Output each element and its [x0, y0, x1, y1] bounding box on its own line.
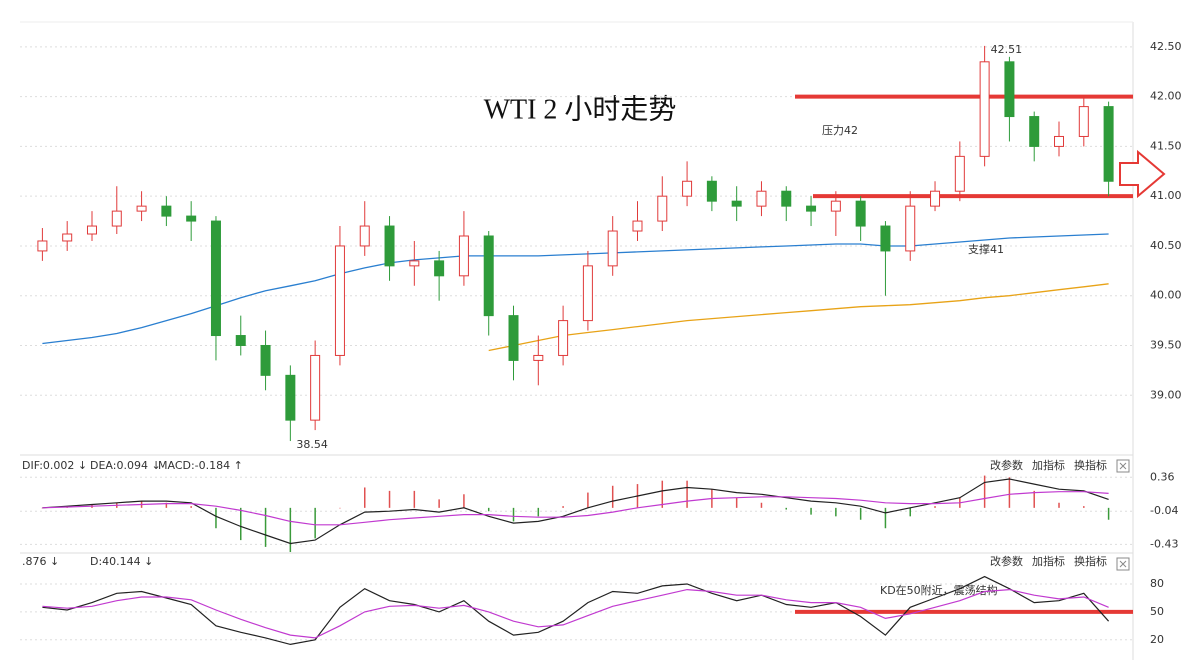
candle-body [483, 235, 494, 317]
candle-body [607, 230, 618, 267]
toolbar-button[interactable]: 改参数 [990, 458, 1023, 472]
candle-body [806, 205, 817, 212]
candle-body [657, 195, 668, 222]
candle-body [781, 190, 792, 207]
candle-body [210, 220, 221, 337]
candle-body [855, 200, 866, 227]
close-button[interactable] [1116, 557, 1130, 571]
y-tick-label: 50 [1150, 605, 1164, 618]
y-tick-label: 41.00 [1150, 189, 1182, 202]
candle-body [558, 320, 569, 356]
series-line [488, 283, 1109, 352]
series-line [42, 588, 1109, 639]
candle-body [1029, 116, 1040, 147]
y-tick-label: 42.50 [1150, 40, 1182, 53]
reference-label: 支撑41 [968, 242, 1004, 256]
y-tick-label: 42.00 [1150, 90, 1182, 103]
y-tick-label: -0.43 [1150, 537, 1178, 550]
candle-body [880, 225, 891, 252]
y-tick-label: -0.04 [1150, 504, 1178, 517]
candle-body [905, 205, 916, 252]
y-tick-label: 80 [1150, 577, 1164, 590]
candle-body [310, 354, 321, 421]
toolbar-button[interactable]: 换指标 [1074, 458, 1107, 472]
candle-body [830, 200, 841, 212]
candle-body [1004, 61, 1015, 118]
candle-body [682, 180, 693, 197]
indicator-label: .876 ↓ [22, 555, 59, 568]
candle-body [434, 260, 445, 277]
candle-body [756, 190, 767, 207]
high-annotation: 42.51 [991, 43, 1023, 56]
candle-body [731, 200, 742, 207]
candle-body [161, 205, 172, 217]
candle-body [384, 225, 395, 267]
candle-body [409, 260, 420, 267]
y-tick-label: 41.50 [1150, 139, 1182, 152]
series-line [42, 575, 1110, 646]
reference-label: KD在50附近，震荡结构 [880, 583, 998, 597]
candle-body [359, 225, 370, 247]
chart-title: WTI 2 小时走势 [484, 93, 677, 125]
reference-label: 压力42 [822, 124, 858, 137]
candle-body [334, 245, 345, 356]
candle-body [1103, 106, 1114, 182]
candle-body [86, 225, 97, 235]
candle-body [62, 233, 73, 242]
indicator-label: DIF:0.002 ↓ [22, 459, 87, 472]
toolbar-button[interactable]: 加指标 [1032, 458, 1065, 472]
candle-body [235, 335, 246, 346]
low-annotation: 38.54 [296, 438, 328, 451]
toolbar-button[interactable]: 加指标 [1032, 554, 1065, 568]
candle-body [632, 220, 643, 232]
candle-body [582, 265, 593, 322]
y-tick-label: 20 [1150, 633, 1164, 646]
toolbar-button[interactable]: 换指标 [1074, 554, 1107, 568]
candle-body [1054, 135, 1065, 147]
toolbar-button[interactable]: 改参数 [990, 554, 1023, 568]
candle-body [37, 240, 48, 252]
candle-body [930, 190, 941, 207]
right-arrow [1119, 149, 1166, 199]
y-tick-label: 0.36 [1150, 470, 1175, 483]
y-tick-label: 39.50 [1150, 338, 1182, 351]
candle-body [533, 354, 544, 361]
candle-body [954, 155, 965, 192]
indicator-label: D:40.144 ↓ [90, 555, 153, 568]
indicator-label: DEA:0.094 ↓ [90, 459, 161, 472]
candle-body [285, 374, 296, 421]
candle-body [136, 205, 147, 212]
series-line [42, 491, 1109, 526]
y-tick-label: 39.00 [1150, 388, 1182, 401]
candle-body [458, 235, 469, 277]
candle-body [260, 344, 271, 376]
candle-body [186, 215, 197, 222]
candle-body [979, 61, 990, 157]
candle-body [706, 180, 717, 202]
indicator-label: MACD:-0.184 ↑ [158, 459, 243, 472]
candle-body [1078, 106, 1089, 137]
y-tick-label: 40.50 [1150, 239, 1182, 252]
y-tick-label: 40.00 [1150, 289, 1182, 302]
candle-body [508, 315, 519, 361]
close-button[interactable] [1116, 459, 1130, 473]
candle-body [111, 210, 122, 227]
